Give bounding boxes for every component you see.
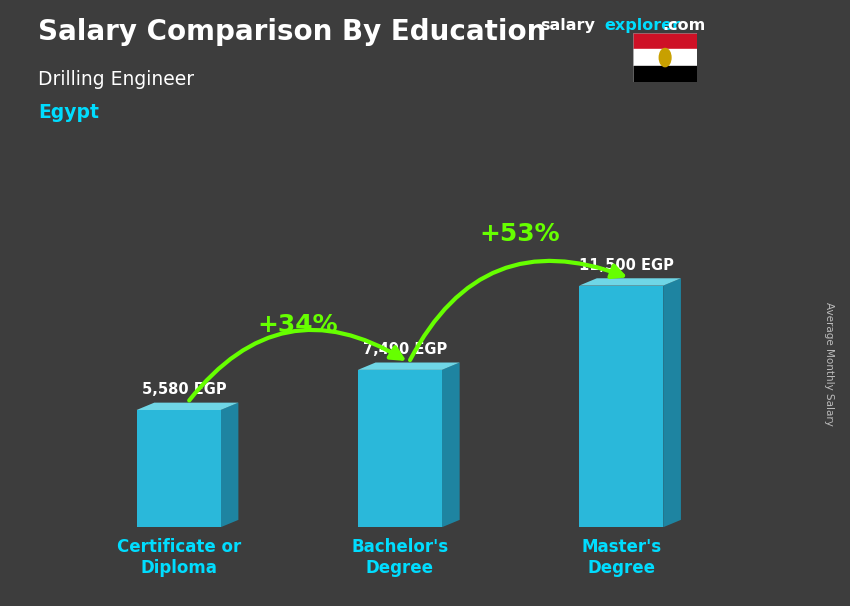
Text: 5,580 EGP: 5,580 EGP <box>142 382 226 397</box>
FancyArrowPatch shape <box>410 261 623 360</box>
Text: .com: .com <box>662 18 705 33</box>
Text: Average Monthly Salary: Average Monthly Salary <box>824 302 834 425</box>
Polygon shape <box>358 362 460 370</box>
Text: 11,500 EGP: 11,500 EGP <box>579 258 674 273</box>
Polygon shape <box>579 278 681 285</box>
Text: salary: salary <box>540 18 595 33</box>
Polygon shape <box>663 278 681 527</box>
Text: Salary Comparison By Education: Salary Comparison By Education <box>38 18 547 46</box>
Polygon shape <box>137 410 221 527</box>
Text: explorer: explorer <box>604 18 681 33</box>
Polygon shape <box>442 362 460 527</box>
Text: 7,490 EGP: 7,490 EGP <box>363 342 447 357</box>
Text: +53%: +53% <box>479 222 559 246</box>
Text: Drilling Engineer: Drilling Engineer <box>38 70 195 88</box>
Polygon shape <box>137 402 238 410</box>
Text: +34%: +34% <box>258 313 338 337</box>
Ellipse shape <box>660 48 671 67</box>
Text: Egypt: Egypt <box>38 103 99 122</box>
FancyArrowPatch shape <box>190 330 402 401</box>
Bar <box>633 50 697 65</box>
Polygon shape <box>579 285 663 527</box>
Polygon shape <box>358 370 442 527</box>
Polygon shape <box>221 402 238 527</box>
Bar <box>633 65 697 82</box>
Bar <box>633 33 697 50</box>
